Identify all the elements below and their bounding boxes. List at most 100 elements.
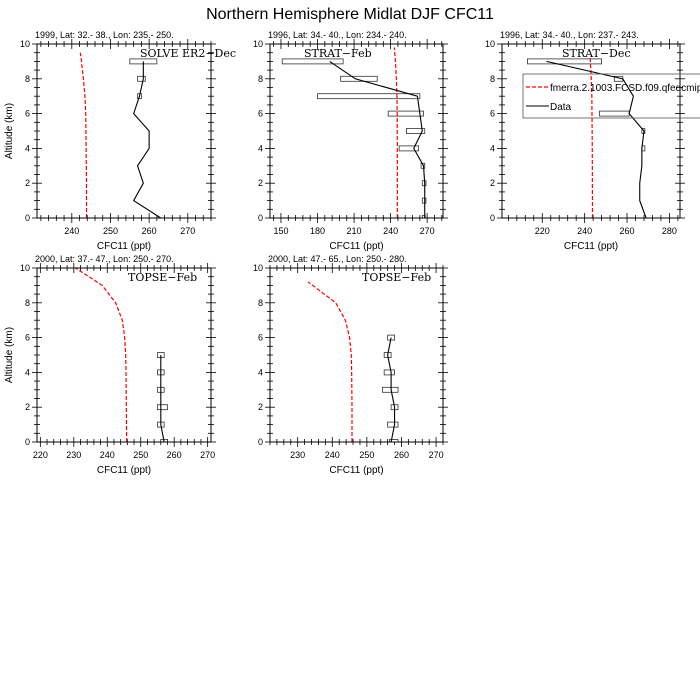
x-tick-label: 180 <box>310 226 325 236</box>
y-tick-label: 8 <box>258 298 263 308</box>
x-axis-label: CFC11 (ppt) <box>564 241 618 252</box>
x-tick-label: 260 <box>142 226 157 236</box>
y-tick-label: 6 <box>490 109 495 119</box>
error-box <box>599 110 630 117</box>
y-tick-label: 6 <box>25 109 30 119</box>
campaign-label: STRAT−Dec <box>562 47 631 60</box>
legend: fmerra.2.1003.FCSD.f09.qfedcmip Data <box>522 73 700 119</box>
x-tick-label: 240 <box>64 226 79 236</box>
data-series-line <box>329 60 426 218</box>
plot-frame <box>269 43 444 219</box>
x-axis-label: CFC11 (ppt) <box>97 465 151 476</box>
x-axis-label: CFC11 (ppt) <box>97 241 151 252</box>
y-tick-label: 8 <box>490 74 495 84</box>
plot-area <box>79 52 162 218</box>
panel-3: 220 240 260 280 0 2 4 6 8 10 1996, Lat: 34.- 40., … <box>485 30 685 252</box>
plot-area <box>527 56 647 218</box>
x-tick-label: 280 <box>662 226 677 236</box>
y-tick-label: 0 <box>25 437 30 447</box>
plot-frame <box>501 43 681 219</box>
panel-subtitle: 2000, Lat: 47.- 65., Lon: 250.- 280. <box>268 254 407 264</box>
model-series-line <box>393 47 398 218</box>
y-tick-label: 0 <box>258 213 263 223</box>
x-tick-label: 260 <box>620 226 635 236</box>
y-tick-label: 8 <box>25 298 30 308</box>
x-tick-label: 250 <box>133 450 148 460</box>
legend-model-label: fmerra.2.1003.FCSD.f09.qfedcmip <box>550 83 700 94</box>
x-axis-label: CFC11 (ppt) <box>329 465 383 476</box>
x-tick-label: 210 <box>347 226 362 236</box>
x-tick-label: 270 <box>420 226 435 236</box>
y-tick-label: 2 <box>490 178 495 188</box>
error-box <box>421 197 427 204</box>
y-tick-label: 6 <box>258 109 263 119</box>
error-box <box>317 93 421 100</box>
x-tick-label: 220 <box>535 226 550 236</box>
x-tick-label: 240 <box>577 226 592 236</box>
y-tick-label: 10 <box>485 39 495 49</box>
data-series-line <box>546 60 647 218</box>
y-tick-label: 0 <box>258 437 263 447</box>
error-box <box>383 369 395 376</box>
panel-5: 230 240 250 260 270 0 2 4 6 8 10 2000, Lat: 47.- 65… <box>253 254 448 476</box>
y-tick-label: 10 <box>253 263 263 273</box>
legend-box <box>522 73 700 119</box>
campaign-label: TOPSE−Feb <box>362 271 431 284</box>
data-series-line <box>387 337 396 442</box>
error-box <box>421 215 426 218</box>
x-axis-label: CFC11 (ppt) <box>329 241 383 252</box>
ticks <box>265 263 448 447</box>
x-tick-label: 240 <box>325 450 340 460</box>
x-tick-label: 240 <box>383 226 398 236</box>
error-box <box>340 75 378 82</box>
y-tick-label: 0 <box>490 213 495 223</box>
y-tick-label: 6 <box>258 333 263 343</box>
y-tick-label: 6 <box>25 333 30 343</box>
y-tick-label: 10 <box>253 39 263 49</box>
plot-area <box>281 47 427 218</box>
y-tick-label: 2 <box>258 402 263 412</box>
x-tick-label: 240 <box>100 450 115 460</box>
panel-4: 220 230 240 250 260 270 0 2 4 6 8 10 2000, Lat: 37.-… <box>4 254 216 476</box>
plot-frame <box>36 43 212 219</box>
plot-frame <box>36 267 212 443</box>
error-box <box>137 75 146 82</box>
y-tick-label: 8 <box>258 74 263 84</box>
panel-2: 150 180 210 240 270 0 2 4 6 8 10 1996, Lat: 34.- 40… <box>253 30 448 252</box>
error-box <box>382 386 399 393</box>
ticks <box>32 39 216 223</box>
y-tick-label: 0 <box>25 213 30 223</box>
error-box <box>406 128 426 134</box>
y-axis-label: Altitude (km) <box>4 103 15 159</box>
legend-data-label: Data <box>550 102 572 113</box>
x-tick-label: 260 <box>394 450 409 460</box>
plot-frame <box>269 267 444 443</box>
x-tick-label: 230 <box>66 450 81 460</box>
model-series-line <box>589 56 594 218</box>
campaign-label: SOLVE ER2−Dec <box>140 47 236 60</box>
error-box <box>281 58 344 65</box>
plot-area <box>307 281 399 442</box>
x-tick-label: 270 <box>180 226 195 236</box>
x-tick-label: 220 <box>33 450 48 460</box>
y-tick-label: 4 <box>258 367 263 377</box>
x-tick-label: 250 <box>359 450 374 460</box>
y-tick-label: 4 <box>490 143 495 153</box>
y-tick-label: 2 <box>25 178 30 188</box>
y-tick-label: 8 <box>25 74 30 84</box>
panel-subtitle: 1996, Lat: 34.- 40., Lon: 234.- 240. <box>268 30 407 40</box>
error-box <box>387 110 424 117</box>
data-series-line <box>160 355 165 442</box>
campaign-label: STRAT−Feb <box>304 47 372 60</box>
y-tick-label: 4 <box>25 143 30 153</box>
model-series-line <box>75 268 128 442</box>
panel-subtitle: 1999, Lat: 32.- 38., Lon: 235.- 250. <box>35 30 174 40</box>
error-box <box>398 145 420 152</box>
panel-1: 240 250 260 270 0 2 4 6 8 10 1999, Lat: 32.- 38., … <box>4 30 236 252</box>
figure-title: Northern Hemisphere Midlat DJF CFC11 <box>206 6 494 23</box>
error-box <box>388 439 399 442</box>
campaign-label: TOPSE−Feb <box>128 271 197 284</box>
y-tick-label: 4 <box>258 143 263 153</box>
